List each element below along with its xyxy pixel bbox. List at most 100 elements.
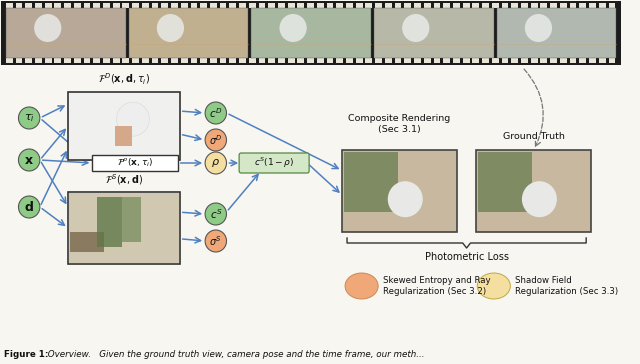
Bar (395, 3, 401, 8)
Bar (93, 3, 100, 8)
Text: $\mathcal{F}^\rho(\mathbf{x},\tau_i)$: $\mathcal{F}^\rho(\mathbf{x},\tau_i)$ (117, 157, 153, 169)
Circle shape (280, 14, 307, 42)
Bar (69, 93, 179, 159)
Bar (404, 3, 411, 8)
Text: $\sigma^S$: $\sigma^S$ (209, 234, 222, 248)
Bar (385, 58, 392, 63)
Bar (278, 3, 285, 8)
Bar (298, 58, 304, 63)
Text: $\mathbf{d}$: $\mathbf{d}$ (24, 200, 34, 214)
Text: Skewed Entropy and Ray
Regularization (Sec 3.2): Skewed Entropy and Ray Regularization (S… (383, 276, 491, 296)
Bar (152, 58, 159, 63)
Bar (251, 8, 371, 58)
Bar (268, 3, 275, 8)
Bar (497, 8, 616, 58)
Bar (220, 3, 227, 8)
Bar (64, 3, 71, 8)
Circle shape (157, 14, 184, 42)
Bar (74, 58, 81, 63)
Bar (142, 3, 148, 8)
Bar (609, 58, 615, 63)
Bar (356, 3, 363, 8)
Bar (317, 3, 324, 8)
Bar (317, 58, 324, 63)
Bar (589, 3, 596, 8)
Ellipse shape (345, 273, 378, 299)
Circle shape (19, 149, 40, 171)
Bar (239, 58, 246, 63)
Bar (181, 3, 188, 8)
Circle shape (34, 14, 61, 42)
Circle shape (205, 102, 227, 124)
Text: $\rho$: $\rho$ (211, 157, 220, 169)
Bar (444, 58, 450, 63)
Bar (492, 58, 499, 63)
Bar (346, 58, 353, 63)
Bar (521, 58, 528, 63)
Circle shape (19, 196, 40, 218)
Bar (97, 197, 122, 247)
Bar (115, 126, 132, 146)
Bar (344, 152, 397, 212)
Circle shape (388, 181, 423, 217)
Bar (200, 3, 207, 8)
Bar (463, 58, 470, 63)
Bar (259, 3, 266, 8)
Bar (521, 3, 528, 8)
Text: $\mathcal{F}^S(\mathbf{x},\mathbf{d})$: $\mathcal{F}^S(\mathbf{x},\mathbf{d})$ (105, 172, 143, 187)
Bar (599, 3, 605, 8)
Text: Shadow Field
Regularization (Sec 3.3): Shadow Field Regularization (Sec 3.3) (515, 276, 618, 296)
Bar (337, 58, 343, 63)
Text: Ground Truth: Ground Truth (503, 132, 564, 141)
Bar (502, 58, 508, 63)
Bar (6, 8, 125, 58)
Bar (298, 3, 304, 8)
Text: $\mathcal{F}^D(\mathbf{x},\mathbf{d},\tau_i)$: $\mathcal{F}^D(\mathbf{x},\mathbf{d},\ta… (98, 72, 150, 87)
Bar (171, 3, 178, 8)
Bar (375, 58, 382, 63)
Bar (54, 58, 61, 63)
Bar (15, 58, 22, 63)
Bar (220, 58, 227, 63)
Bar (229, 3, 236, 8)
Bar (342, 150, 457, 232)
Bar (346, 3, 353, 8)
Bar (540, 3, 547, 8)
Text: Composite Rendering
(Sec 3.1): Composite Rendering (Sec 3.1) (348, 114, 451, 134)
Bar (502, 3, 508, 8)
Bar (356, 58, 363, 63)
Bar (152, 3, 159, 8)
Bar (476, 150, 591, 232)
Bar (132, 58, 139, 63)
Bar (35, 58, 42, 63)
Bar (161, 58, 168, 63)
Bar (6, 3, 13, 8)
Bar (424, 58, 431, 63)
Bar (210, 58, 217, 63)
Bar (482, 3, 489, 8)
Circle shape (525, 14, 552, 42)
Bar (191, 58, 197, 63)
Bar (424, 3, 431, 8)
Bar (249, 3, 255, 8)
Bar (395, 58, 401, 63)
Bar (171, 58, 178, 63)
Bar (113, 58, 120, 63)
Text: Photometric Loss: Photometric Loss (424, 252, 509, 262)
Bar (122, 3, 129, 8)
Text: $\tau_i$: $\tau_i$ (24, 112, 35, 124)
Bar (132, 3, 139, 8)
Bar (229, 58, 236, 63)
FancyBboxPatch shape (239, 153, 309, 173)
Bar (482, 58, 489, 63)
Bar (385, 3, 392, 8)
Bar (550, 3, 557, 8)
Bar (570, 3, 577, 8)
Ellipse shape (477, 273, 510, 299)
Bar (433, 3, 440, 8)
Bar (472, 58, 479, 63)
Bar (249, 58, 255, 63)
Circle shape (522, 181, 557, 217)
Text: $c^S(1-\rho)$: $c^S(1-\rho)$ (254, 156, 294, 170)
Bar (531, 58, 538, 63)
